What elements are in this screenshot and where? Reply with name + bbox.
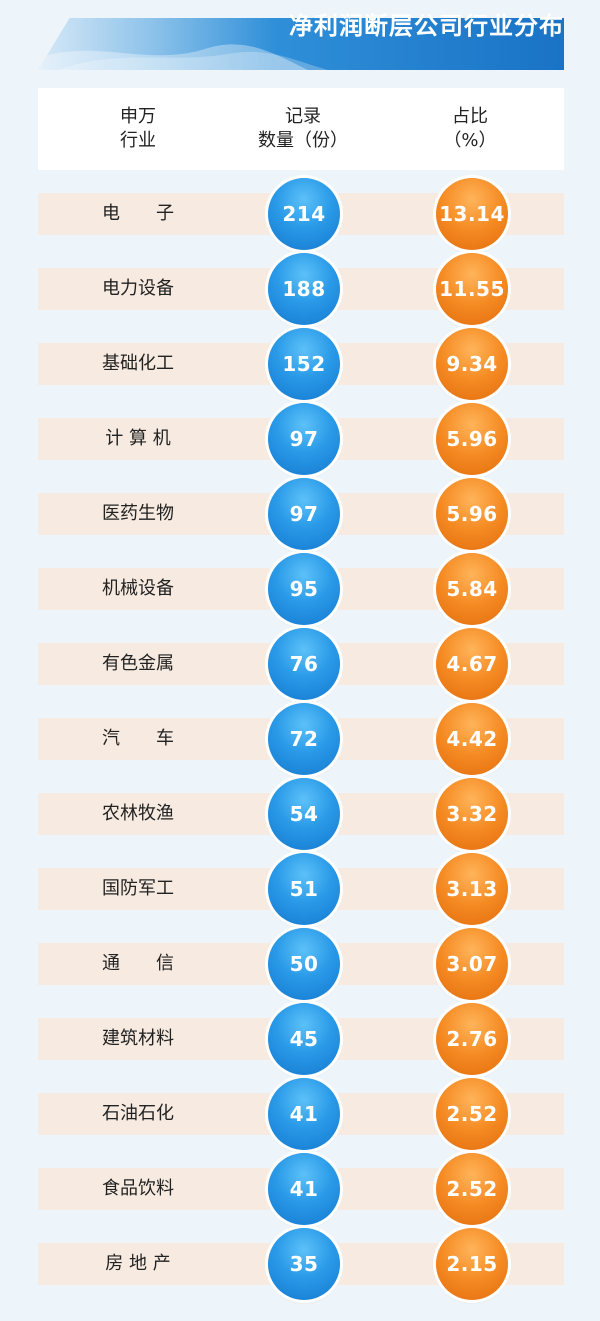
industry-label: 有色金属 xyxy=(102,653,174,674)
percent-bubble: 2.52 xyxy=(436,1078,508,1150)
table-header: 申万 行业 记录 数量（份） 占比 （%） xyxy=(38,88,564,170)
header-industry-line1: 申万 xyxy=(120,106,156,127)
count-bubble: 76 xyxy=(268,628,340,700)
percent-bubble: 2.52 xyxy=(436,1153,508,1225)
count-bubble: 50 xyxy=(268,928,340,1000)
industry-label: 汽 车 xyxy=(102,728,174,749)
header-percent-line1: 占比 xyxy=(452,106,488,127)
industry-label: 国防军工 xyxy=(102,878,174,899)
title-banner xyxy=(38,18,564,70)
count-bubble: 51 xyxy=(268,853,340,925)
industry-label: 建筑材料 xyxy=(102,1028,174,1049)
percent-bubble: 5.96 xyxy=(436,403,508,475)
header-industry-line2: 行业 xyxy=(120,130,156,151)
percent-bubble: 4.42 xyxy=(436,703,508,775)
count-bubble: 41 xyxy=(268,1078,340,1150)
count-bubble: 97 xyxy=(268,403,340,475)
percent-bubble: 3.32 xyxy=(436,778,508,850)
industry-label: 基础化工 xyxy=(102,353,174,374)
percent-bubble: 3.07 xyxy=(436,928,508,1000)
page-title: 净利润断层公司行业分布 xyxy=(289,12,564,40)
industry-label: 房 地 产 xyxy=(105,1253,171,1274)
industry-label: 医药生物 xyxy=(102,503,174,524)
count-bubble: 97 xyxy=(268,478,340,550)
percent-bubble: 2.76 xyxy=(436,1003,508,1075)
count-bubble: 72 xyxy=(268,703,340,775)
count-bubble: 188 xyxy=(268,253,340,325)
header-percent-line2: （%） xyxy=(443,130,497,151)
industry-label: 通 信 xyxy=(102,953,174,974)
percent-bubble: 4.67 xyxy=(436,628,508,700)
header-count: 记录 数量（份） xyxy=(223,88,383,170)
header-count-line1: 记录 xyxy=(285,106,321,127)
industry-label: 农林牧渔 xyxy=(102,803,174,824)
count-bubble: 41 xyxy=(268,1153,340,1225)
title-wave-decoration xyxy=(38,18,564,70)
count-bubble: 35 xyxy=(268,1228,340,1300)
count-bubble: 95 xyxy=(268,553,340,625)
percent-bubble: 3.13 xyxy=(436,853,508,925)
header-count-line2: 数量（份） xyxy=(258,130,348,151)
count-bubble: 54 xyxy=(268,778,340,850)
industry-label: 计 算 机 xyxy=(105,428,171,449)
industry-label: 电 子 xyxy=(102,203,174,224)
percent-bubble: 5.84 xyxy=(436,553,508,625)
percent-bubble: 2.15 xyxy=(436,1228,508,1300)
industry-label: 机械设备 xyxy=(102,578,174,599)
count-bubble: 45 xyxy=(268,1003,340,1075)
industry-label: 石油石化 xyxy=(102,1103,174,1124)
percent-bubble: 5.96 xyxy=(436,478,508,550)
industry-label: 电力设备 xyxy=(102,278,174,299)
header-industry: 申万 行业 xyxy=(38,88,238,170)
percent-bubble: 13.14 xyxy=(436,178,508,250)
industry-label: 食品饮料 xyxy=(102,1178,174,1199)
header-percent: 占比 （%） xyxy=(390,88,550,170)
count-bubble: 214 xyxy=(268,178,340,250)
percent-bubble: 11.55 xyxy=(436,253,508,325)
count-bubble: 152 xyxy=(268,328,340,400)
percent-bubble: 9.34 xyxy=(436,328,508,400)
